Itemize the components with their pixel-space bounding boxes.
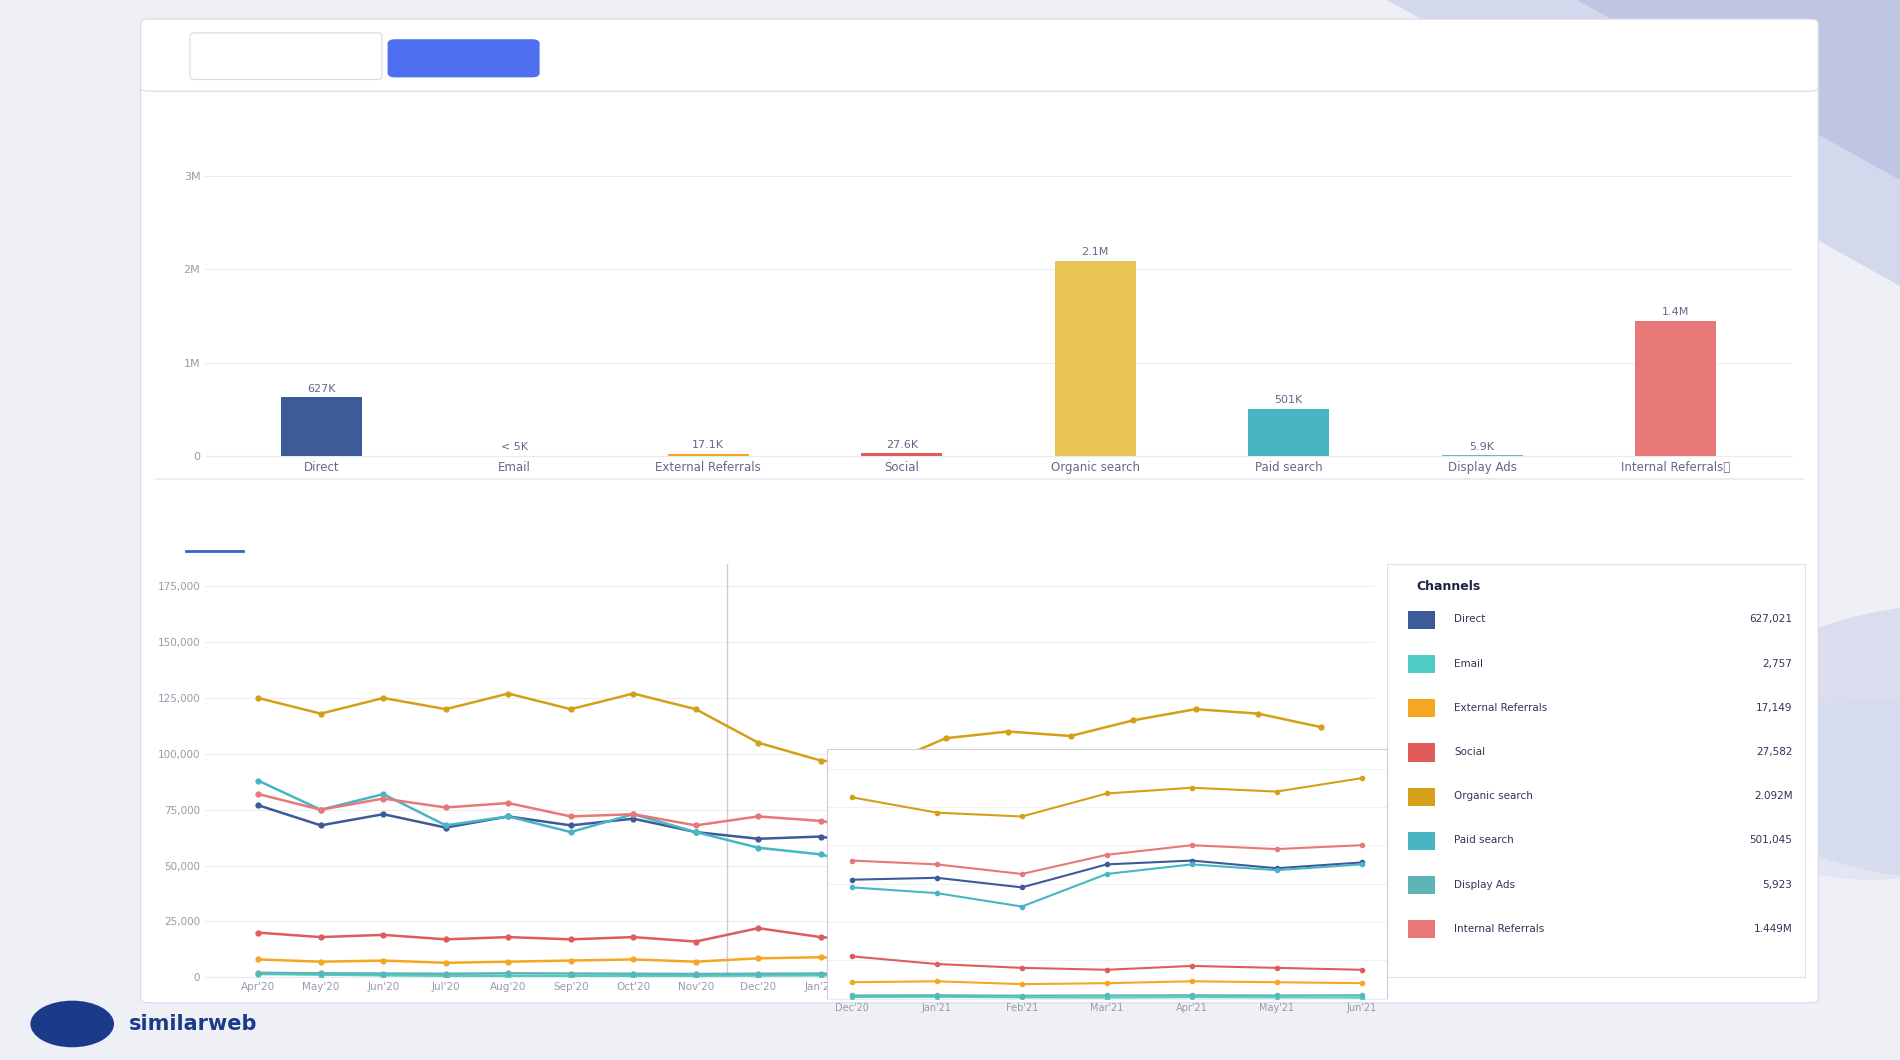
- Text: 17.1K: 17.1K: [692, 441, 724, 450]
- Text: 🇺🇸 Unite...: 🇺🇸 Unite...: [1649, 105, 1699, 116]
- Text: Page Views: Page Views: [319, 538, 382, 549]
- Text: Channels: Channels: [1416, 581, 1480, 594]
- Text: Paid search: Paid search: [1454, 835, 1514, 846]
- Text: Jordans: Jordans: [256, 59, 285, 68]
- Text: 627K: 627K: [308, 384, 336, 393]
- Text: 27,582: 27,582: [1756, 747, 1792, 757]
- Text: Pages Per Visit: Pages Per Visit: [452, 538, 534, 549]
- Text: Bounce Rate: Bounce Rate: [756, 538, 826, 549]
- Text: 2.1M: 2.1M: [1081, 247, 1110, 258]
- Bar: [861, 454, 942, 456]
- FancyBboxPatch shape: [1408, 920, 1434, 938]
- Text: %: %: [1655, 509, 1666, 519]
- Text: Organic search: Organic search: [1454, 791, 1533, 801]
- Polygon shape: [1387, 0, 1900, 286]
- Text: 501,045: 501,045: [1750, 835, 1792, 846]
- Text: Internal Referrals: Internal Referrals: [1454, 924, 1545, 934]
- FancyBboxPatch shape: [1408, 655, 1434, 673]
- Bar: [281, 398, 361, 456]
- Text: 1.449M: 1.449M: [1754, 924, 1792, 934]
- Text: 5,923: 5,923: [1763, 880, 1792, 889]
- Circle shape: [1710, 604, 1900, 880]
- Text: similarweb: similarweb: [129, 1014, 258, 1034]
- FancyBboxPatch shape: [1408, 832, 1434, 850]
- Text: M: M: [1752, 509, 1763, 519]
- Text: 1.4M: 1.4M: [1662, 307, 1689, 317]
- Text: Email: Email: [1454, 658, 1482, 669]
- Text: R: R: [215, 46, 230, 65]
- FancyBboxPatch shape: [1408, 700, 1434, 718]
- Text: 627,021: 627,021: [1750, 615, 1792, 624]
- Bar: [667, 454, 749, 456]
- Text: Marketing Channels: Marketing Channels: [186, 101, 420, 120]
- Polygon shape: [1577, 0, 1900, 180]
- Text: #: #: [1624, 509, 1632, 519]
- Text: 17,149: 17,149: [1756, 703, 1792, 712]
- Text: Social: Social: [1454, 747, 1486, 757]
- Text: 📅 Apr 2020 - Sep 2021  🇺🇸 United States  🖥 Desktop: 📅 Apr 2020 - Sep 2021 🇺🇸 United States 🖥…: [186, 516, 439, 527]
- Text: W: W: [1720, 509, 1731, 519]
- Text: ●: ●: [65, 1014, 80, 1034]
- Text: D: D: [1689, 509, 1697, 519]
- Text: ⎙: ⎙: [562, 49, 570, 64]
- Text: 2.092M: 2.092M: [1754, 791, 1792, 801]
- Text: Direct: Direct: [1454, 615, 1486, 624]
- FancyBboxPatch shape: [1408, 743, 1434, 761]
- Text: 27.6K: 27.6K: [885, 440, 918, 449]
- Bar: [1248, 409, 1330, 456]
- FancyBboxPatch shape: [1408, 876, 1434, 895]
- Text: 5.9K: 5.9K: [1469, 442, 1495, 452]
- Circle shape: [1710, 700, 1900, 880]
- Text: + COMPARE: + COMPARE: [431, 54, 496, 63]
- Text: 501K: 501K: [1275, 395, 1303, 405]
- Text: External Referrals: External Referrals: [1454, 703, 1547, 712]
- Bar: [1054, 261, 1136, 456]
- Text: Visits: Visits: [186, 538, 220, 549]
- Text: < 5K: < 5K: [502, 442, 528, 452]
- Text: ←: ←: [167, 47, 182, 64]
- Text: Display Ads: Display Ads: [1454, 880, 1514, 889]
- Text: flightclub.com: flightclub.com: [236, 47, 308, 55]
- FancyBboxPatch shape: [1408, 611, 1434, 629]
- Text: 📅 Apr 2020 - Sep 2021 (18 Months) ▾: 📅 Apr 2020 - Sep 2021 (18 Months) ▾: [1368, 105, 1548, 116]
- Text: 2,757: 2,757: [1763, 658, 1792, 669]
- Bar: [1636, 321, 1716, 456]
- FancyBboxPatch shape: [1408, 788, 1434, 806]
- Text: Marketing channels traffic and engagement  ⓘ: Marketing channels traffic and engagemen…: [186, 493, 570, 508]
- Text: Visit Duration: Visit Duration: [604, 538, 680, 549]
